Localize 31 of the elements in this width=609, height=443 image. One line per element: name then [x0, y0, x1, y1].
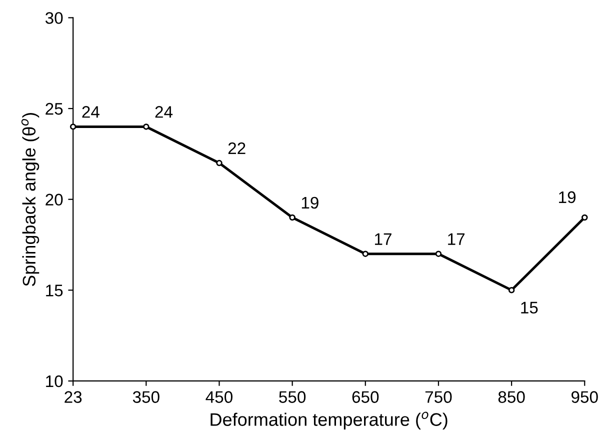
- point: [289, 214, 296, 221]
- point: [216, 160, 222, 166]
- point: [143, 124, 150, 130]
- y-tick-label: 30: [45, 12, 63, 24]
- y-tick-label: 10: [46, 375, 63, 388]
- y-tick-label: 15: [46, 284, 63, 296]
- x-tick-label: 23: [64, 391, 82, 403]
- x-tick-label: 650: [352, 391, 379, 403]
- x-tick-label: 850: [498, 391, 525, 403]
- data-label: 19: [559, 191, 576, 204]
- data-label: 17: [375, 233, 392, 245]
- data-label: 19: [302, 196, 318, 209]
- y-tick-label: 20: [46, 194, 63, 206]
- point: [508, 287, 515, 294]
- data-label: 22: [228, 142, 246, 154]
- data-label: 15: [521, 302, 538, 314]
- point: [435, 250, 442, 257]
- x-tick-label: 550: [279, 391, 306, 403]
- x-tick-label: 950: [572, 391, 598, 403]
- x-tick-label: 350: [132, 391, 160, 403]
- point: [582, 214, 588, 221]
- data-label: 24: [82, 106, 100, 118]
- x-tick-label: 450: [206, 391, 232, 403]
- y-axis-title: Springback angle (θ$^{o}$): [21, 113, 40, 286]
- point: [70, 124, 76, 130]
- data-label: 17: [448, 233, 465, 245]
- x-axis-title: Deformation temperature ($^{o}$C): [210, 412, 448, 430]
- data-label: 24: [155, 106, 173, 118]
- y-tick-label: 25: [46, 102, 63, 115]
- x-tick-label: 750: [425, 391, 452, 403]
- point: [362, 250, 369, 257]
